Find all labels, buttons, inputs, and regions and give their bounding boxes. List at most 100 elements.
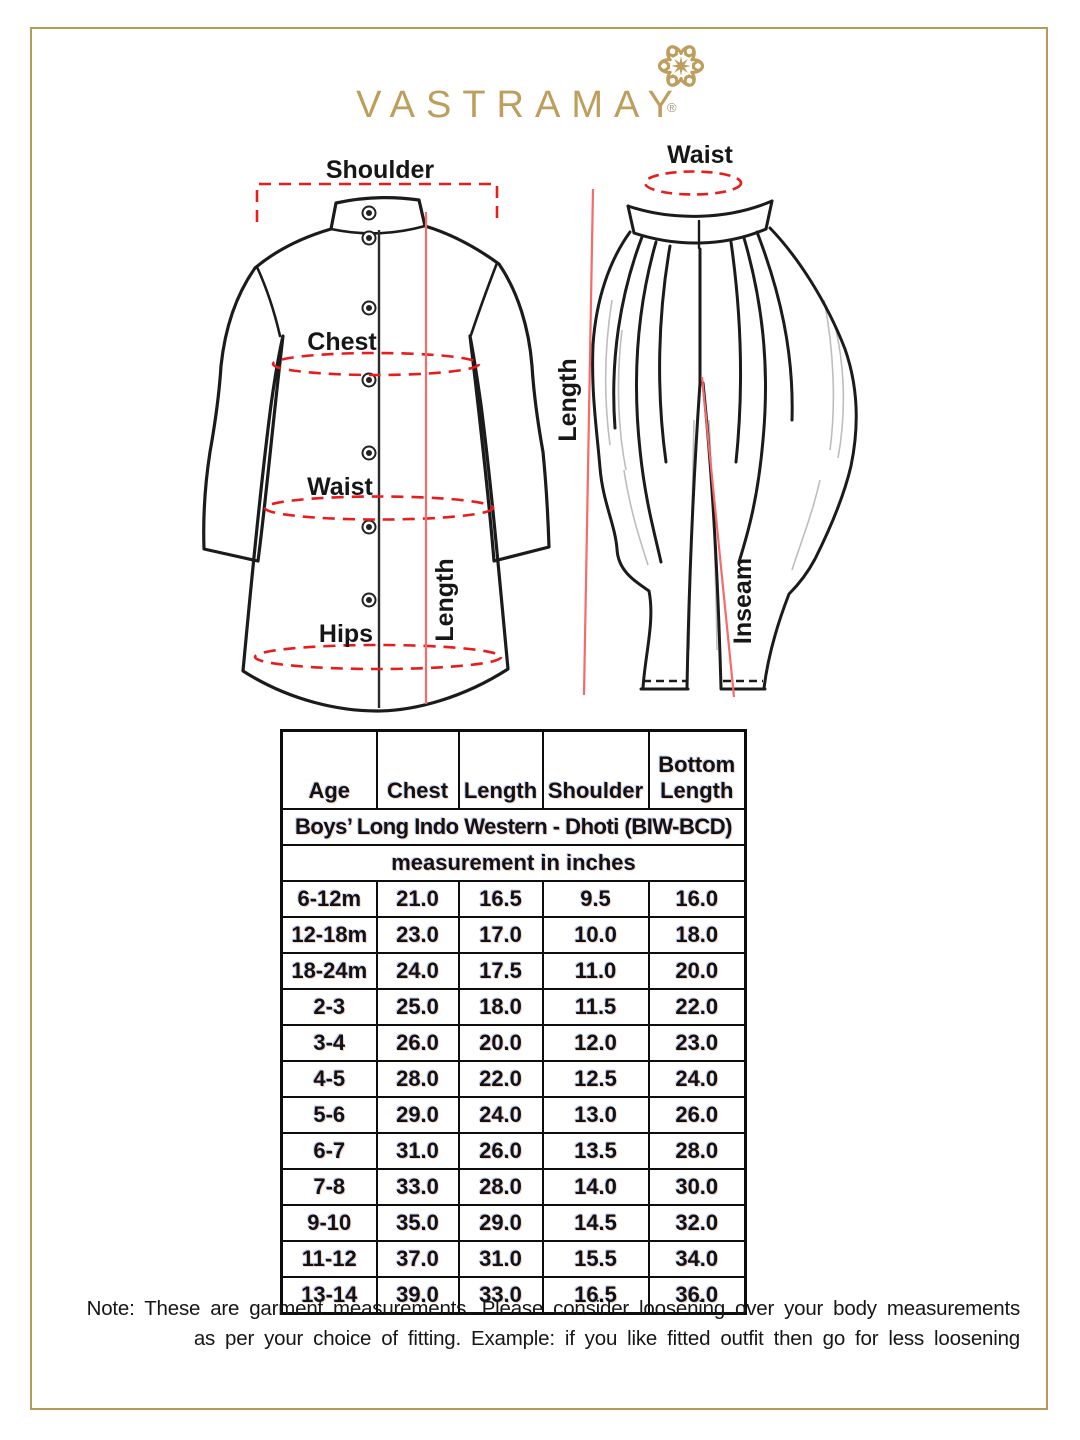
- value-cell: 22.0: [457, 1060, 544, 1098]
- value-cell: 36.0: [647, 1276, 747, 1315]
- kurta-length-label: Length: [431, 558, 459, 641]
- left-pleat-3: [658, 244, 672, 464]
- value-cell: 24.0: [647, 1060, 747, 1098]
- age-cell: 7-8: [280, 1168, 378, 1206]
- table-row: 12-18m 23.0 17.0 10.0 18.0: [280, 916, 747, 954]
- table-subtitle-row: measurement in inches: [280, 844, 747, 882]
- age-cell: 11-12: [280, 1240, 378, 1278]
- value-cell: 28.0: [457, 1168, 544, 1206]
- value-cell: 12.5: [541, 1060, 650, 1098]
- value-cell: 16.5: [457, 880, 544, 918]
- column-header: Age: [280, 729, 378, 810]
- value-cell: 29.0: [457, 1204, 544, 1242]
- table-row: 2-3 25.0 18.0 11.5 22.0: [280, 988, 747, 1026]
- dhoti-inseam-label: Inseam: [729, 558, 757, 644]
- value-cell: 14.5: [541, 1204, 650, 1242]
- chest-measure-ellipse: [271, 351, 481, 377]
- value-cell: 39.0: [375, 1276, 460, 1315]
- value-cell: 22.0: [647, 988, 747, 1026]
- right-pleat-3: [729, 240, 743, 464]
- table-row: 5-6 29.0 24.0 13.0 26.0: [280, 1096, 747, 1134]
- value-cell: 25.0: [375, 988, 460, 1026]
- table-subtitle: measurement in inches: [280, 844, 747, 882]
- value-cell: 11.0: [541, 952, 650, 990]
- value-cell: 12.0: [541, 1024, 650, 1062]
- column-header: Chest: [375, 729, 460, 810]
- value-cell: 35.0: [375, 1204, 460, 1242]
- value-cell: 16.0: [647, 880, 747, 918]
- value-cell: 18.0: [457, 988, 544, 1026]
- column-header: Length: [457, 729, 544, 810]
- value-cell: 20.0: [647, 952, 747, 990]
- table-title-row: Boys’ Long Indo Western - Dhoti (BIW-BCD…: [280, 808, 747, 846]
- table-row: 3-4 26.0 20.0 12.0 23.0: [280, 1024, 747, 1062]
- value-cell: 28.0: [375, 1060, 460, 1098]
- value-cell: 29.0: [375, 1096, 460, 1134]
- left-leg-inner: [685, 381, 702, 690]
- value-cell: 31.0: [457, 1240, 544, 1278]
- value-cell: 26.0: [375, 1024, 460, 1062]
- brand-header: VASTRAMAY ®: [0, 0, 1080, 140]
- column-header: Bottom Length: [647, 729, 747, 810]
- shoulder-label: Shoulder: [326, 156, 435, 184]
- age-cell: 2-3: [280, 988, 378, 1026]
- dhoti-waist-measure-ellipse: [643, 170, 743, 196]
- age-cell: 9-10: [280, 1204, 378, 1242]
- value-cell: 10.0: [541, 916, 650, 954]
- size-chart-table: Boys’ Long Indo Western - Dhoti (BIW-BCD…: [280, 729, 747, 1315]
- right-drape-outer: [762, 226, 858, 690]
- value-cell: 28.0: [647, 1132, 747, 1170]
- dhoti-waist-label: Waist: [667, 141, 733, 169]
- value-cell: 9.5: [541, 880, 650, 918]
- hips-measure-ellipse: [253, 643, 503, 671]
- value-cell: 37.0: [375, 1240, 460, 1278]
- value-cell: 24.0: [375, 952, 460, 990]
- age-cell: 5-6: [280, 1096, 378, 1134]
- age-cell: 12-18m: [280, 916, 378, 954]
- dhoti-length-label: Length: [554, 358, 582, 441]
- hips-label: Hips: [319, 620, 373, 648]
- value-cell: 16.5: [541, 1276, 650, 1315]
- table-row: 6-12m 21.0 16.5 9.5 16.0: [280, 880, 747, 918]
- value-cell: 11.5: [541, 988, 650, 1026]
- size-table-body: 6-12m 21.0 16.5 9.5 16.0 12-18m 23.0 17.0 10.0 18…: [280, 880, 747, 1315]
- brand-logo: VASTRAMAY: [356, 84, 684, 126]
- table-header-row: Age Chest Length Shoulder Bottom Length: [280, 729, 747, 810]
- left-drape-outer: [591, 230, 653, 690]
- left-armhole-seam: [255, 265, 282, 338]
- age-cell: 6-7: [280, 1132, 378, 1170]
- value-cell: 13.5: [541, 1132, 650, 1170]
- dhoti-measurement-diagram: Waist Length Inseam: [554, 141, 858, 698]
- age-cell: 18-24m: [280, 952, 378, 990]
- waistband-right: [764, 199, 774, 231]
- value-cell: 33.0: [457, 1276, 544, 1315]
- table-row: 11-12 37.0 31.0 15.5 34.0: [280, 1240, 747, 1278]
- waist-measure-ellipse: [263, 495, 495, 521]
- value-cell: 15.5: [541, 1240, 650, 1278]
- brand-ornament-icon: [656, 43, 706, 89]
- dhoti-length-line: [582, 188, 595, 696]
- value-cell: 17.5: [457, 952, 544, 990]
- table-row: 4-5 28.0 22.0 12.5 24.0: [280, 1060, 747, 1098]
- right-armhole-seam: [469, 261, 499, 337]
- value-cell: 33.0: [375, 1168, 460, 1206]
- value-cell: 18.0: [647, 916, 747, 954]
- age-cell: 13-14: [280, 1276, 378, 1315]
- value-cell: 31.0: [375, 1132, 460, 1170]
- note-line-1: Note: These are garment measurements. Pl…: [86, 1297, 1021, 1320]
- right-pleat-1: [755, 230, 794, 422]
- value-cell: 23.0: [647, 1024, 747, 1062]
- value-cell: 30.0: [647, 1168, 747, 1206]
- value-cell: 13.0: [541, 1096, 650, 1134]
- left-pleat-2: [635, 240, 663, 564]
- value-cell: 23.0: [375, 916, 460, 954]
- value-cell: 32.0: [647, 1204, 747, 1242]
- value-cell: 26.0: [457, 1132, 544, 1170]
- registered-trademark: ®: [667, 100, 677, 115]
- kurta-measurement-diagram: Shoulder Chest Waist Hips Length: [202, 156, 551, 713]
- button-row: [361, 205, 377, 608]
- left-pleat-1: [612, 235, 644, 430]
- table-row: 9-10 35.0 29.0 14.5 32.0: [280, 1204, 747, 1242]
- dhoti-inseam-line: [700, 376, 736, 698]
